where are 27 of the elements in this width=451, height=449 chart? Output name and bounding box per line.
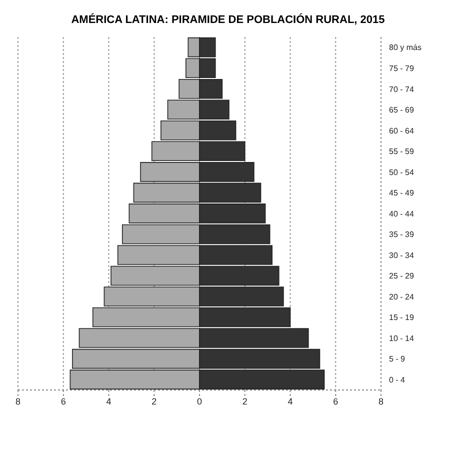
y-tick-label: 50 - 54 (389, 168, 414, 177)
y-tick-label: 25 - 29 (389, 272, 414, 281)
y-tick-label: 70 - 74 (389, 84, 414, 94)
x-tick-label: 2 (242, 396, 248, 406)
y-tick-label: 15 - 19 (389, 313, 414, 322)
y-tick-label: 55 - 59 (389, 147, 414, 156)
y-tick-label: 60 - 64 (389, 126, 414, 136)
x-tick-label: 8 (15, 396, 21, 406)
x-tick-label: 4 (288, 396, 293, 406)
x-tick-label: 6 (60, 396, 66, 406)
x-tick-label: 8 (378, 396, 384, 406)
y-tick-label: 0 - 4 (389, 375, 406, 384)
chart-title: AMÉRICA LATINA: PIRAMIDE DE POBLACIÓN RURAL, 2015 (70, 14, 386, 26)
x-tick-label: 4 (106, 396, 112, 406)
y-tick-label: 65 - 69 (389, 106, 414, 115)
x-tick-label: 6 (333, 396, 338, 406)
y-tick-label: 5 - 9 (389, 354, 406, 364)
y-tick-label: 20 - 24 (389, 292, 414, 302)
y-tick-label: 80 y más (389, 43, 422, 52)
y-tick-label: 35 - 39 (389, 230, 414, 240)
y-tick-label: 10 - 14 (389, 334, 414, 343)
x-tick-label: 0 (196, 396, 202, 406)
y-tick-label: 40 - 44 (389, 209, 414, 218)
y-tick-label: 45 - 49 (389, 188, 414, 198)
y-tick-label: 75 - 79 (389, 64, 414, 73)
y-tick-label: 30 - 34 (389, 250, 414, 260)
x-tick-label: 2 (152, 396, 157, 406)
